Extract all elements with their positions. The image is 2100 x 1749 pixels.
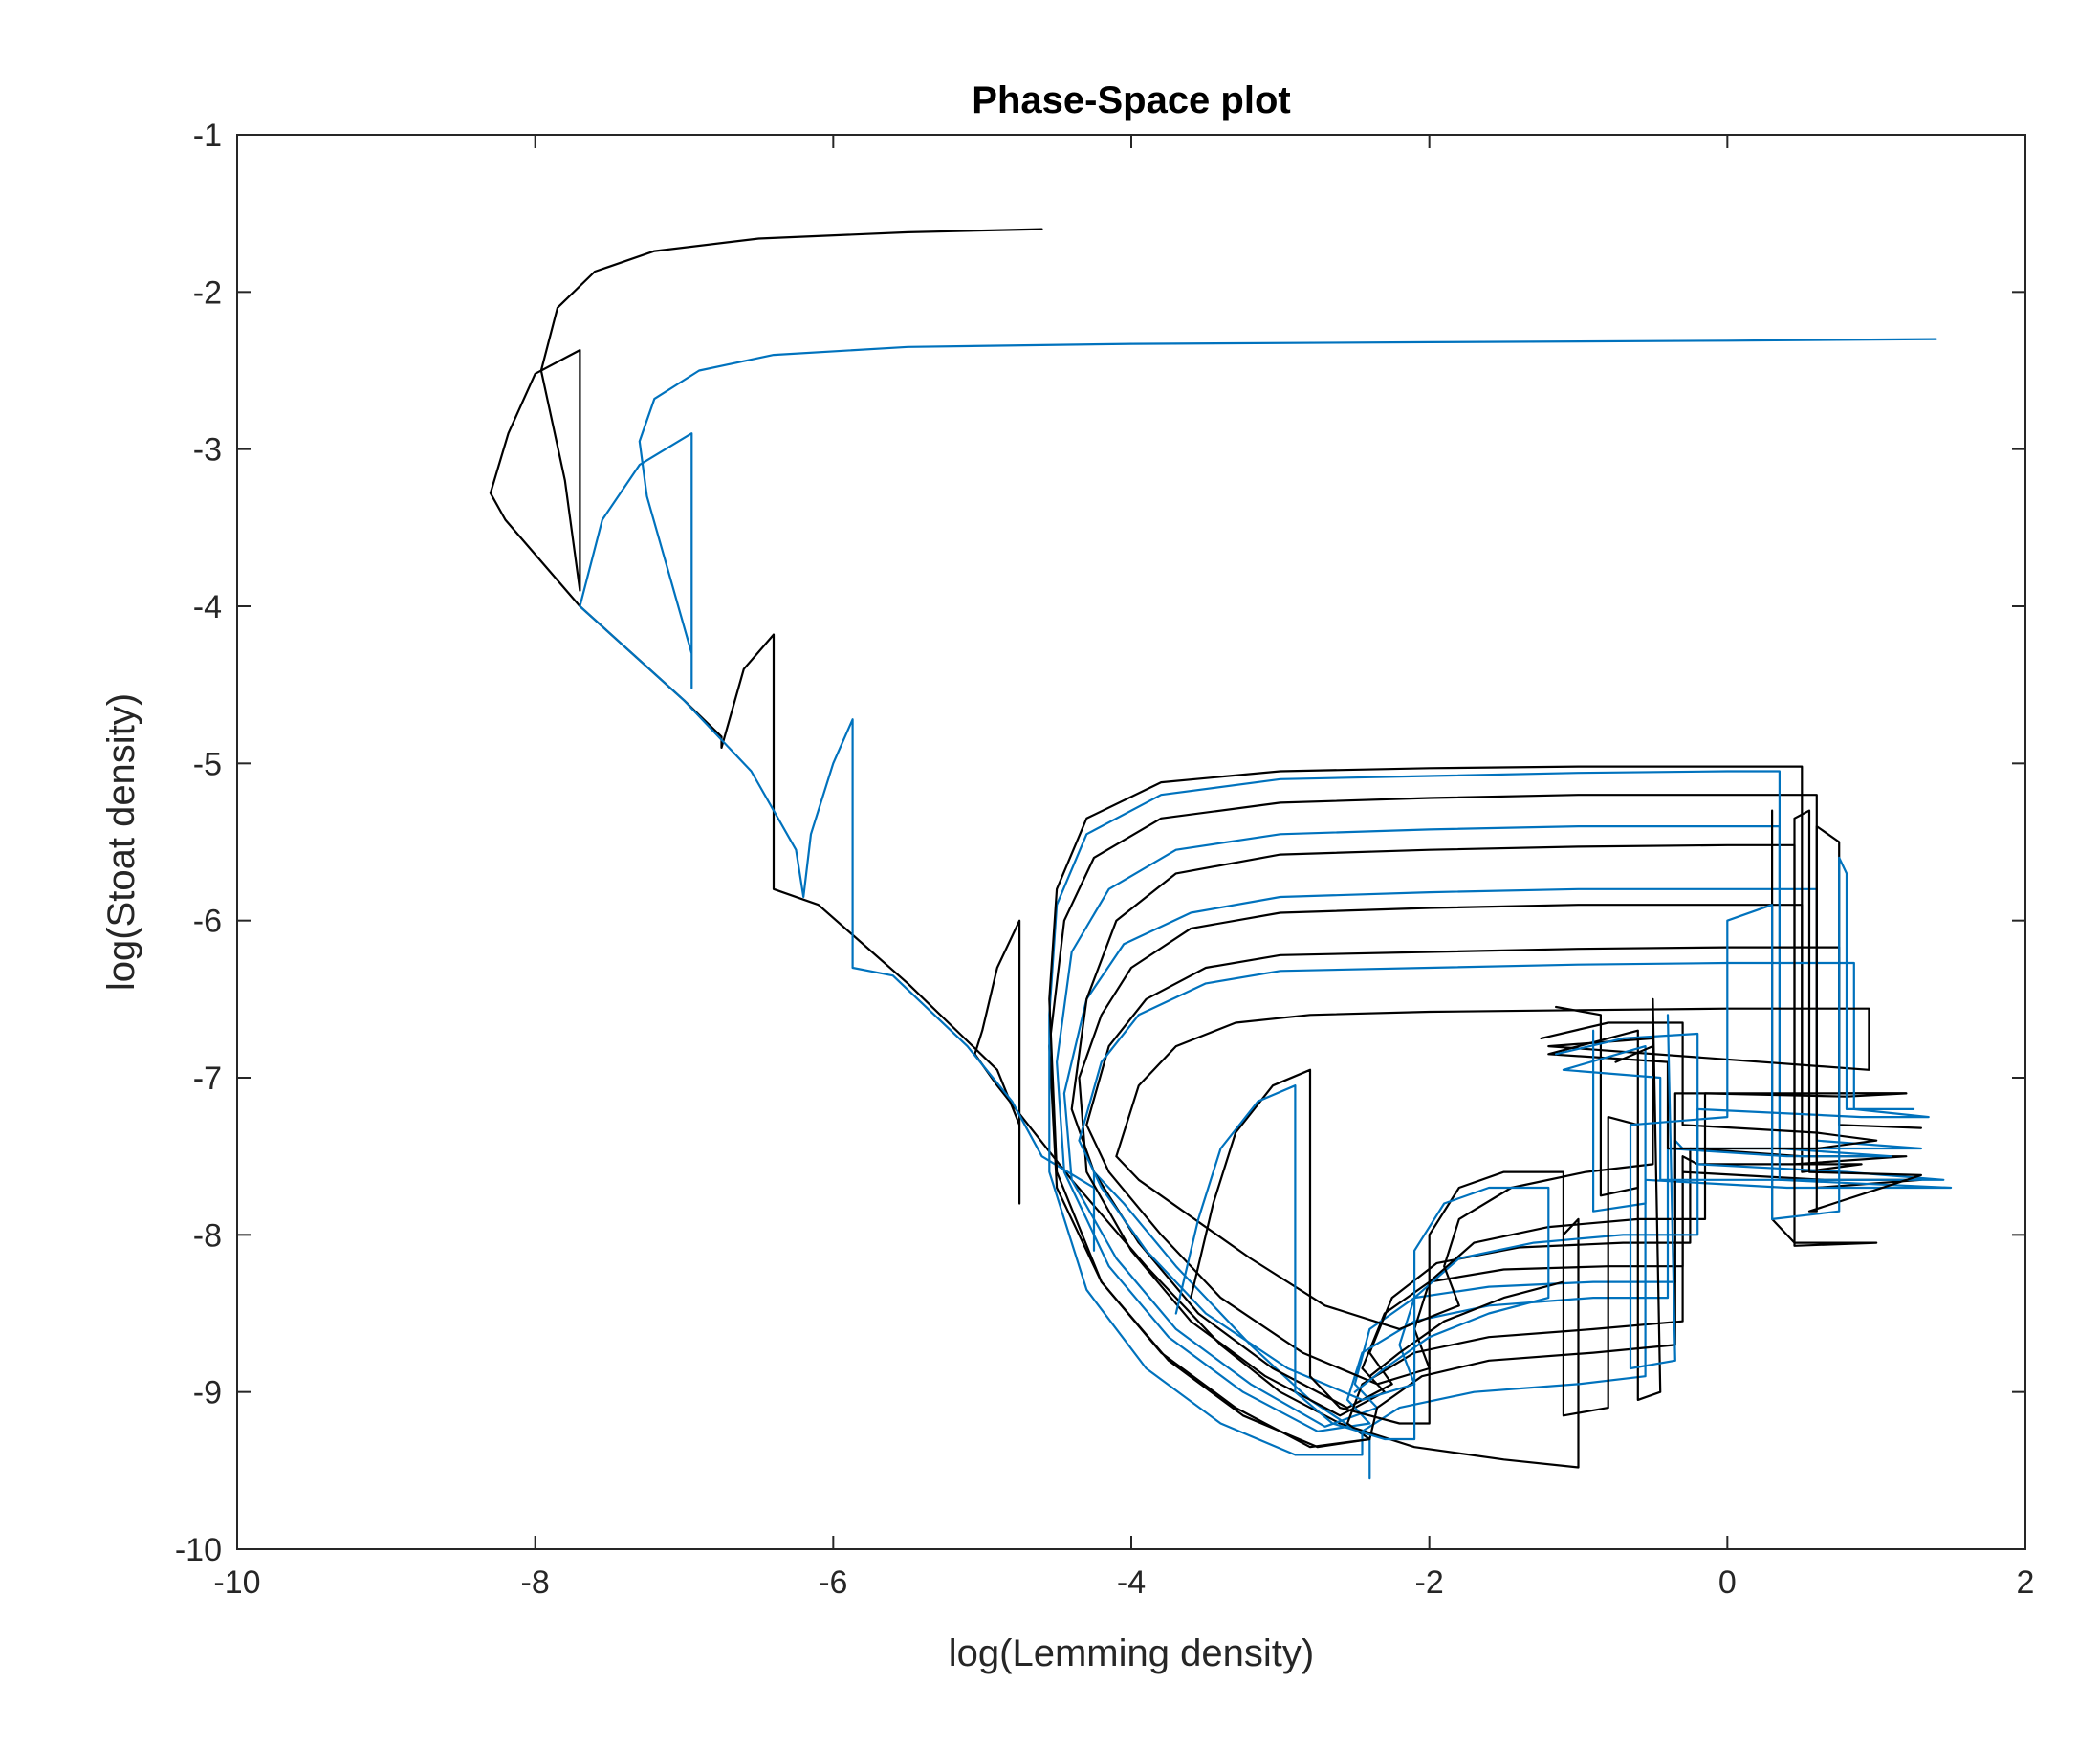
- y-tick-label: -2: [193, 274, 222, 311]
- y-axis-label: log(Stoat density): [100, 693, 142, 991]
- x-tick-label: 2: [2017, 1564, 2035, 1601]
- x-tick-label: 0: [1718, 1564, 1737, 1601]
- y-tick-label: -6: [193, 904, 222, 940]
- series-layer: [489, 228, 1953, 1480]
- y-tick-label: -5: [193, 746, 222, 782]
- series-line-16: [1554, 1029, 1945, 1213]
- series-line-5: [1070, 843, 1908, 1410]
- chart-title: Phase-Space plot: [972, 79, 1290, 121]
- x-tick-label: -2: [1415, 1564, 1444, 1601]
- y-tick-label: -10: [175, 1532, 222, 1568]
- y-tick-label: -7: [193, 1060, 222, 1097]
- series-line-19: [1629, 856, 1915, 1370]
- y-tick-label: -8: [193, 1217, 222, 1254]
- series-line-17: [1770, 809, 1923, 1247]
- series-line-15: [1540, 1005, 1878, 1197]
- x-tick-label: -6: [819, 1564, 847, 1601]
- series-line-10: [1085, 946, 1908, 1386]
- y-tick-label: -4: [193, 589, 222, 625]
- series-line-18: [1562, 997, 1662, 1417]
- y-tick-label: -3: [193, 432, 222, 469]
- x-tick-label: -10: [213, 1564, 260, 1601]
- x-tick-label: -4: [1117, 1564, 1146, 1601]
- series-line-3: [1078, 904, 1863, 1417]
- series-line-13: [1190, 1068, 1565, 1425]
- series-line-14: [1174, 1084, 1550, 1441]
- series-line-7: [1048, 794, 1923, 1449]
- ticks-layer: -10 -8 -6 -4 -2 0 2 -10 -9 -8 -7 -6 -5 -4 -3 -2 -1: [175, 118, 2035, 1601]
- x-tick-label: -8: [521, 1564, 550, 1601]
- series-line-11: [1078, 961, 1930, 1402]
- x-axis-label: log(Lemming density): [949, 1632, 1314, 1674]
- series-line-6: [1055, 824, 1892, 1432]
- series-line-1: [489, 228, 1580, 1469]
- y-tick-label: -1: [193, 118, 222, 154]
- y-tick-label: -9: [193, 1375, 222, 1411]
- series-line-9: [1048, 765, 1908, 1449]
- series-line-12: [1115, 1007, 1870, 1331]
- plot-area: -10 -8 -6 -4 -2 0 2 -10 -9 -8 -7 -6 -5 -4 -3 -2 -1: [175, 118, 2035, 1601]
